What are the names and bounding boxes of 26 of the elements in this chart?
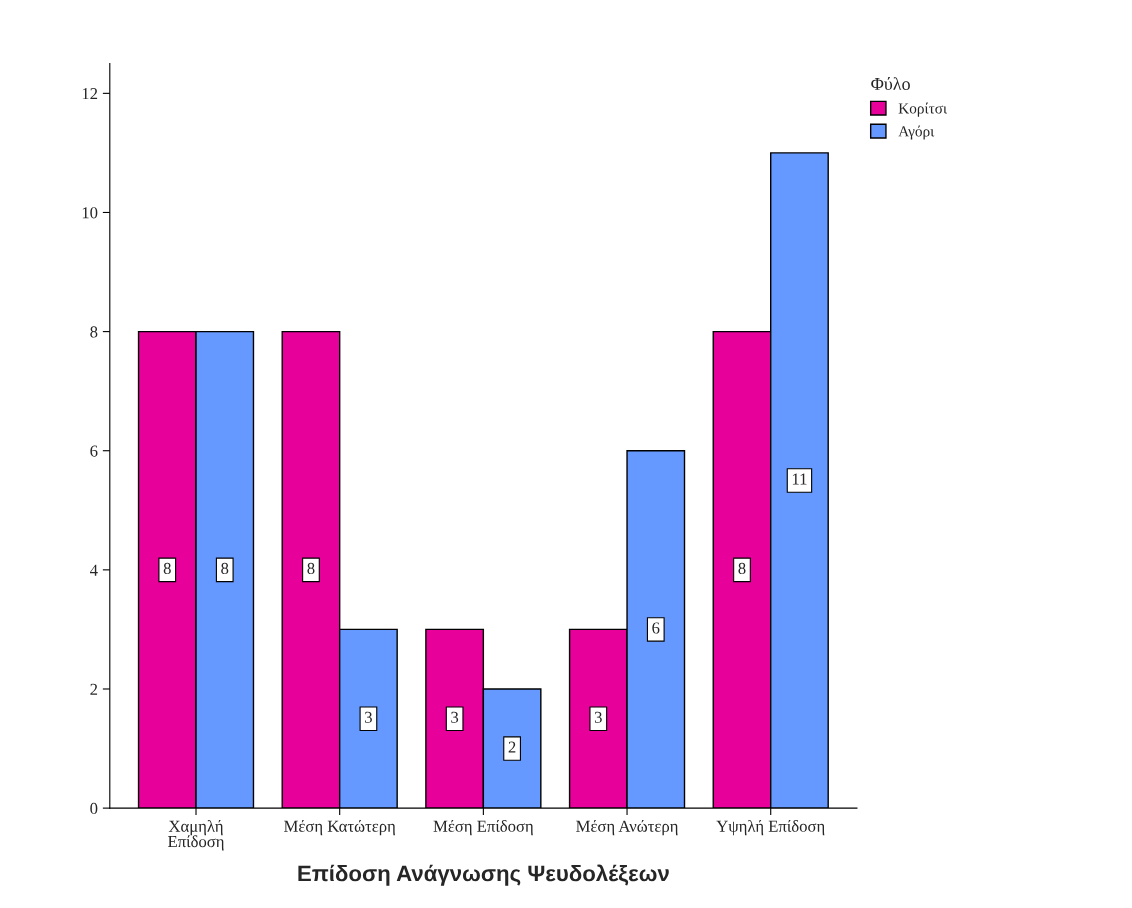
legend-label: Κορίτσι — [898, 102, 947, 117]
x-tick-label: Μέση Ανώτερη — [576, 819, 678, 836]
legend-label: Αγόρι — [898, 125, 935, 140]
data-label: 3 — [451, 711, 459, 723]
x-tick-label: Υψηλή Επίδοση — [716, 819, 825, 836]
data-label: 3 — [594, 711, 602, 723]
y-tick-label: 6 — [90, 445, 98, 457]
y-tick-label: 4 — [89, 564, 98, 576]
data-label: 8 — [221, 562, 229, 575]
legend-title: Φύλο — [871, 77, 910, 91]
x-tick-label: Μέση Επίδοση — [433, 819, 533, 836]
data-label: 2 — [508, 741, 516, 753]
x-axis-title: Επίδοση Ανάγνωσης Ψευδολέξεων — [298, 864, 669, 886]
y-tick-label: 8 — [90, 326, 98, 338]
x-tick-label: Χαμηλή Επίδοση — [168, 819, 224, 851]
data-label: 8 — [163, 562, 171, 575]
data-label: 11 — [792, 473, 807, 485]
data-label: 8 — [738, 562, 746, 575]
data-label: 6 — [652, 622, 660, 634]
y-tick-label: 10 — [82, 207, 98, 219]
data-label: 3 — [365, 711, 372, 723]
y-tick-label: 0 — [90, 802, 98, 815]
y-tick-label: 12 — [82, 88, 98, 100]
y-tick-label: 2 — [90, 683, 98, 695]
data-label: 8 — [307, 562, 315, 575]
x-tick-label: Μέση Κατώτερη — [284, 819, 395, 836]
